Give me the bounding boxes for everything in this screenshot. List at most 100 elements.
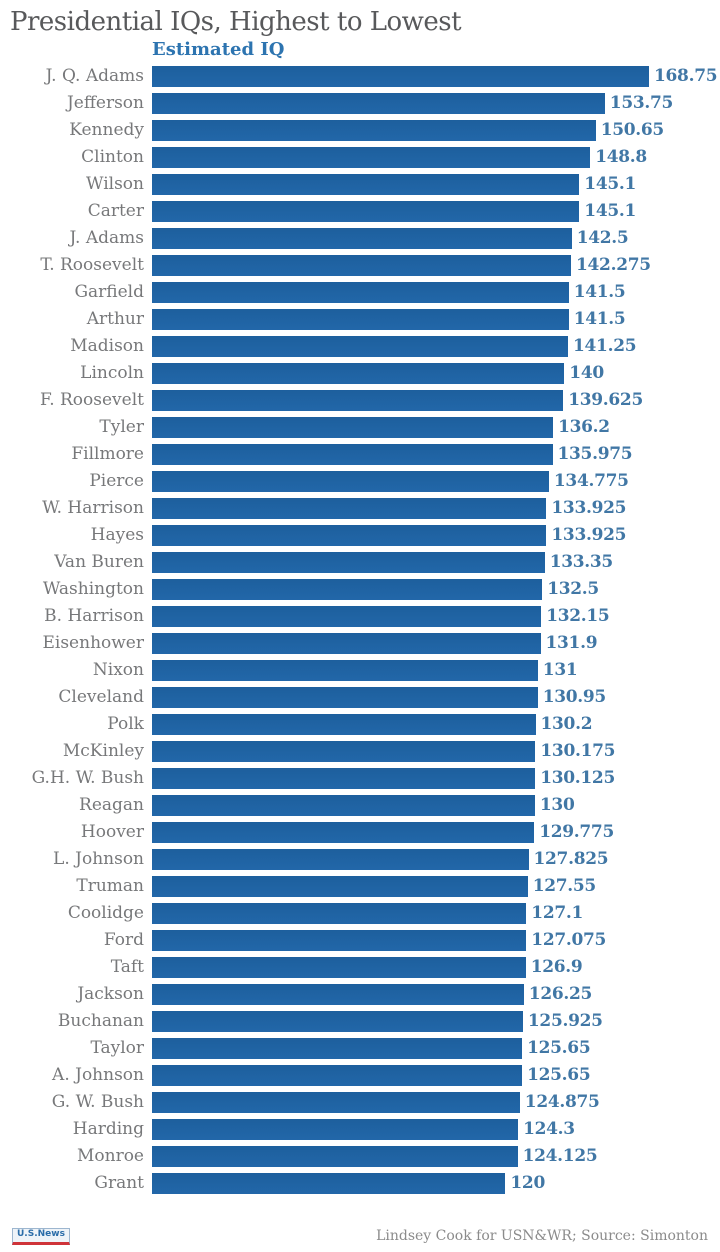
president-name-label: A. Johnson <box>52 1065 144 1086</box>
president-name-label: Monroe <box>76 1146 144 1167</box>
bar-row: Madison 141.25 <box>0 333 720 360</box>
iq-bar <box>152 308 569 330</box>
iq-bar <box>152 1010 523 1032</box>
iq-value-label: 124.3 <box>523 1119 575 1140</box>
iq-bar <box>152 929 527 951</box>
iq-bar <box>152 983 524 1005</box>
iq-bar <box>152 65 649 87</box>
chart-page: { "title": "Presidential IQs, Highest to… <box>0 7 720 1252</box>
series-legend-label: Estimated IQ <box>152 38 285 60</box>
iq-bar <box>152 281 569 303</box>
president-name-label: Washington <box>42 579 144 600</box>
president-name-label: Grant <box>94 1173 144 1194</box>
iq-value-label: 133.925 <box>551 498 627 519</box>
iq-bar <box>152 713 536 735</box>
iq-value-label: 140 <box>569 363 604 384</box>
iq-value-label: 127.1 <box>531 903 584 924</box>
president-name-label: Lincoln <box>80 363 144 384</box>
iq-value-label: 127.825 <box>533 849 609 870</box>
president-name-label: Polk <box>107 714 144 735</box>
president-name-label: Tyler <box>99 417 144 438</box>
bar-row: T. Roosevelt 142.275 <box>0 252 720 279</box>
bar-row: Fillmore 135.975 <box>0 441 720 468</box>
bar-row: Jefferson 153.75 <box>0 90 720 117</box>
chart-footer: U.S.News Lindsey Cook for USN&WR; Source… <box>0 1228 720 1245</box>
iq-bar <box>152 524 547 546</box>
bar-row: Monroe 124.125 <box>0 1143 720 1170</box>
president-name-label: Buchanan <box>57 1011 144 1032</box>
president-name-label: Nixon <box>92 660 144 681</box>
bar-row: W. Harrison 133.925 <box>0 495 720 522</box>
president-name-label: Reagan <box>79 795 144 816</box>
iq-value-label: 141.5 <box>573 282 626 303</box>
bar-row: Pierce 134.775 <box>0 468 720 495</box>
president-name-label: Clinton <box>81 147 144 168</box>
bar-row: Ford 127.075 <box>0 927 720 954</box>
iq-bar <box>152 416 554 438</box>
iq-bar <box>152 119 596 141</box>
iq-value-label: 136.2 <box>558 417 610 438</box>
president-name-label: G.H. W. Bush <box>31 768 144 789</box>
bar-row: Arthur 141.5 <box>0 306 720 333</box>
bar-row: Hoover 129.775 <box>0 819 720 846</box>
president-name-label: Coolidge <box>67 903 144 924</box>
iq-bar <box>152 1091 520 1113</box>
iq-value-label: 141.5 <box>573 309 626 330</box>
president-name-label: Ford <box>103 930 144 951</box>
usnews-logo: U.S.News <box>12 1228 70 1245</box>
bar-row: Tyler 136.2 <box>0 414 720 441</box>
president-name-label: L. Johnson <box>53 849 144 870</box>
chart-title: Presidential IQs, Highest to Lowest <box>10 7 462 37</box>
bar-row: Polk 130.2 <box>0 711 720 738</box>
iq-value-label: 134.775 <box>553 471 629 492</box>
bar-row: Truman 127.55 <box>0 873 720 900</box>
president-name-label: Arthur <box>86 309 144 330</box>
bar-row: G. W. Bush 124.875 <box>0 1089 720 1116</box>
iq-value-label: 130.2 <box>540 714 593 735</box>
iq-value-label: 148.8 <box>595 147 647 168</box>
iq-value-label: 125.65 <box>527 1038 591 1059</box>
bar-row: F. Roosevelt 139.625 <box>0 387 720 414</box>
president-name-label: Hoover <box>80 822 144 843</box>
iq-bar <box>152 254 571 276</box>
iq-bar <box>152 686 538 708</box>
president-name-label: Fillmore <box>71 444 144 465</box>
iq-bar <box>152 875 528 897</box>
iq-value-label: 145.1 <box>584 174 637 195</box>
iq-value-label: 129.775 <box>539 822 614 843</box>
bar-row: Wilson 145.1 <box>0 171 720 198</box>
president-name-label: Hayes <box>90 525 144 546</box>
iq-bar <box>152 551 545 573</box>
iq-value-label: 139.625 <box>568 390 643 411</box>
iq-bar <box>152 767 536 789</box>
president-name-label: Jefferson <box>66 93 144 114</box>
iq-bar <box>152 902 527 924</box>
iq-value-label: 130.175 <box>540 741 616 762</box>
iq-bar <box>152 1145 518 1167</box>
iq-bar <box>152 821 535 843</box>
president-name-label: F. Roosevelt <box>40 390 144 411</box>
iq-bar <box>152 605 542 627</box>
president-name-label: T. Roosevelt <box>40 255 144 276</box>
president-name-label: Harding <box>72 1119 144 1140</box>
president-name-label: Eisenhower <box>42 633 144 654</box>
bar-chart: J. Q. Adams 168.75 Jefferson 153.75 Kennedy 1… <box>0 63 720 1197</box>
iq-value-label: 130.125 <box>540 768 615 789</box>
president-name-label: J. Q. Adams <box>45 66 144 87</box>
bar-row: Taylor 125.65 <box>0 1035 720 1062</box>
president-name-label: Jackson <box>77 984 144 1005</box>
bar-row: Grant 120 <box>0 1170 720 1197</box>
iq-value-label: 133.925 <box>551 525 627 546</box>
president-name-label: Garfield <box>74 282 144 303</box>
president-name-label: Taft <box>110 957 144 978</box>
iq-value-label: 150.65 <box>600 120 665 141</box>
iq-bar <box>152 956 526 978</box>
bar-row: Carter 145.1 <box>0 198 720 225</box>
iq-value-label: 130 <box>539 795 575 816</box>
iq-bar <box>152 227 572 249</box>
iq-value-label: 135.975 <box>557 444 633 465</box>
iq-value-label: 120 <box>510 1173 545 1194</box>
iq-bar <box>152 92 605 114</box>
iq-bar <box>152 1064 523 1086</box>
iq-bar <box>152 578 543 600</box>
